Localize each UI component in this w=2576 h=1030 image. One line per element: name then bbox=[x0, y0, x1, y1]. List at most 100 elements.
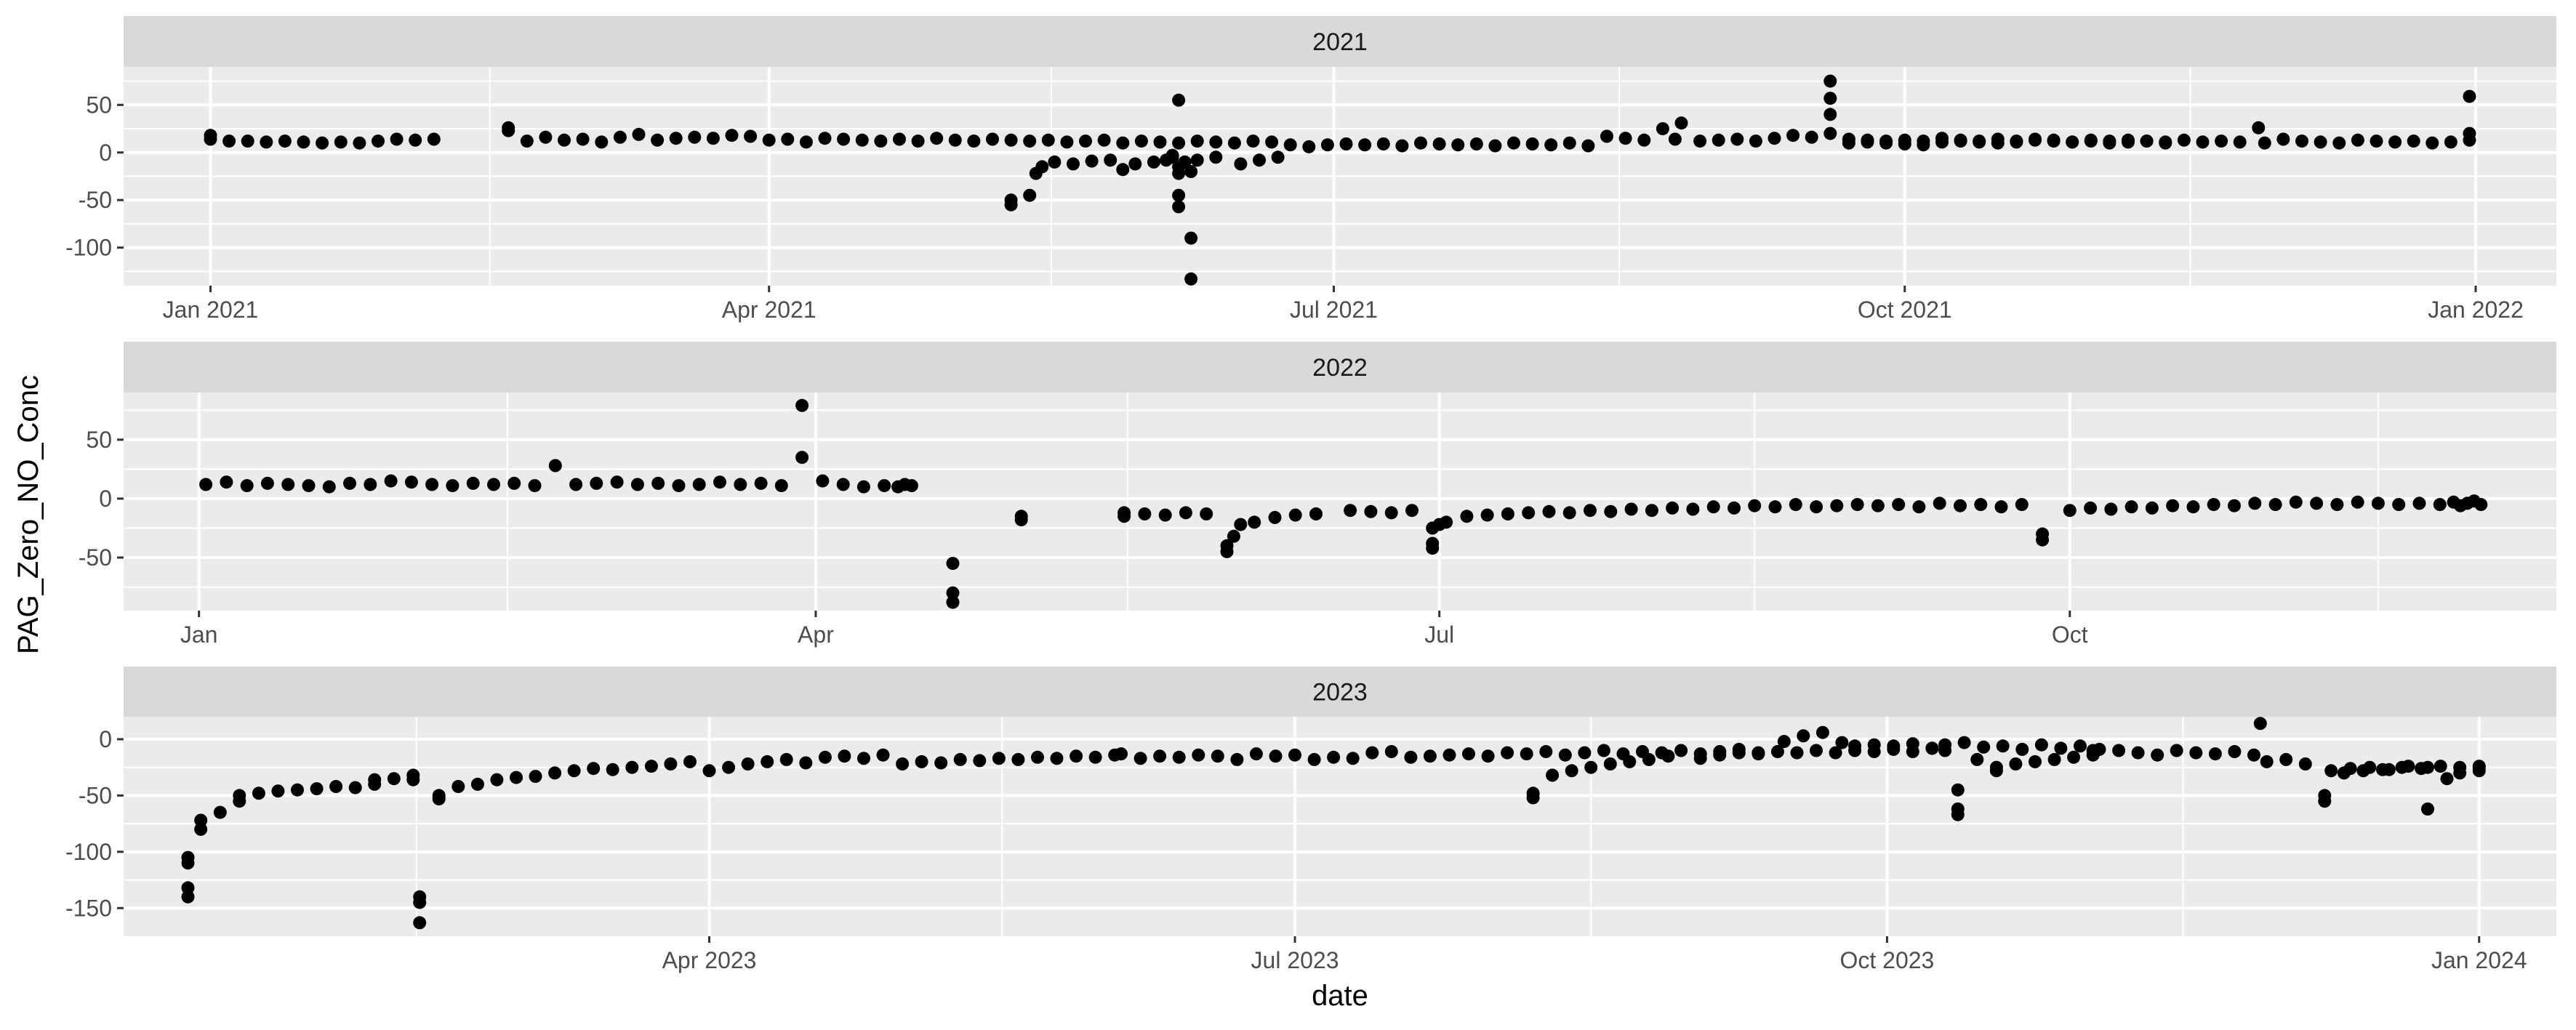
data-point bbox=[1414, 136, 1427, 150]
data-point bbox=[2093, 742, 2106, 756]
facet-strip bbox=[124, 16, 2556, 67]
data-point bbox=[510, 771, 523, 784]
data-point bbox=[2054, 741, 2068, 755]
data-point bbox=[278, 134, 292, 148]
x-tick-label: Jul bbox=[1424, 621, 1454, 648]
data-point bbox=[1268, 510, 1282, 524]
data-point bbox=[1060, 135, 1074, 149]
data-point bbox=[1249, 747, 1263, 761]
data-point bbox=[240, 479, 254, 493]
data-point bbox=[2402, 760, 2415, 773]
data-point bbox=[1713, 748, 1727, 762]
data-point bbox=[2295, 134, 2308, 148]
data-point bbox=[1365, 746, 1379, 760]
data-point bbox=[2124, 500, 2138, 514]
data-point bbox=[651, 476, 665, 490]
data-point bbox=[1887, 739, 1901, 753]
data-point bbox=[1440, 515, 1453, 529]
data-point bbox=[199, 478, 213, 491]
data-point bbox=[1288, 748, 1301, 762]
data-point bbox=[734, 478, 747, 491]
data-point bbox=[520, 134, 534, 148]
x-axis-title: date bbox=[1312, 980, 1368, 1012]
data-point bbox=[1172, 200, 1186, 214]
data-point bbox=[1227, 136, 1241, 150]
data-point bbox=[2279, 752, 2293, 766]
data-point bbox=[2351, 133, 2364, 147]
data-point bbox=[1749, 134, 1762, 148]
data-point bbox=[1041, 133, 1055, 147]
data-point bbox=[194, 813, 208, 827]
data-point bbox=[2444, 135, 2457, 149]
data-point bbox=[1302, 140, 1316, 153]
panel-background bbox=[124, 393, 2556, 611]
data-point bbox=[1265, 135, 1279, 149]
data-point bbox=[1153, 135, 1167, 149]
data-point bbox=[2260, 755, 2274, 768]
data-point bbox=[1768, 132, 1781, 145]
data-point bbox=[470, 777, 484, 791]
data-point bbox=[1184, 165, 1198, 178]
data-points bbox=[204, 74, 2476, 286]
data-point bbox=[2276, 132, 2290, 146]
data-point bbox=[1246, 134, 1260, 148]
data-point bbox=[204, 132, 217, 146]
data-point bbox=[409, 133, 422, 147]
data-point bbox=[1693, 752, 1707, 765]
x-tick-label: Oct bbox=[2052, 621, 2088, 648]
data-point bbox=[413, 890, 427, 904]
data-point bbox=[1829, 746, 1842, 760]
data-point bbox=[779, 752, 793, 766]
data-point bbox=[1520, 747, 1533, 761]
data-point bbox=[1480, 508, 1494, 522]
data-point bbox=[2298, 757, 2312, 771]
data-point bbox=[1192, 748, 1205, 762]
data-point bbox=[2474, 498, 2488, 512]
data-point bbox=[799, 135, 813, 149]
data-point bbox=[799, 756, 813, 770]
data-point bbox=[1917, 138, 1930, 152]
data-point bbox=[1597, 744, 1610, 757]
data-point bbox=[1179, 506, 1192, 520]
data-point bbox=[625, 760, 639, 774]
data-point bbox=[372, 134, 385, 148]
data-point bbox=[946, 586, 960, 600]
data-point bbox=[1384, 745, 1398, 758]
data-point bbox=[1011, 752, 1025, 766]
data-point bbox=[1542, 504, 1556, 518]
data-point bbox=[1991, 136, 2005, 150]
data-point bbox=[1970, 752, 1984, 766]
data-point bbox=[252, 786, 265, 800]
data-point bbox=[1376, 137, 1390, 150]
data-point bbox=[1481, 749, 1495, 763]
data-point bbox=[1603, 757, 1617, 771]
data-point bbox=[2324, 764, 2338, 778]
x-tick-label: Jan bbox=[180, 621, 218, 648]
data-point bbox=[2036, 527, 2050, 541]
data-point bbox=[406, 773, 420, 786]
data-point bbox=[741, 757, 755, 771]
data-point bbox=[2433, 760, 2447, 773]
data-point bbox=[1220, 539, 1234, 552]
data-point bbox=[297, 135, 310, 149]
data-point bbox=[986, 132, 999, 146]
data-point bbox=[2122, 135, 2135, 149]
data-point bbox=[1584, 760, 1598, 774]
data-point bbox=[387, 772, 401, 786]
data-point bbox=[2228, 745, 2242, 758]
data-point bbox=[1996, 739, 2010, 753]
data-point bbox=[1134, 134, 1148, 148]
data-point bbox=[856, 480, 870, 494]
data-point bbox=[2074, 739, 2087, 753]
data-point bbox=[1288, 508, 1302, 522]
data-point bbox=[1031, 750, 1044, 764]
data-point bbox=[1823, 108, 1837, 121]
x-tick-label: Apr 2023 bbox=[662, 947, 757, 973]
data-point bbox=[606, 763, 619, 776]
data-point bbox=[1861, 135, 1874, 149]
data-point bbox=[1184, 231, 1198, 245]
data-point bbox=[1933, 496, 1946, 510]
data-point bbox=[1085, 154, 1099, 168]
data-point bbox=[569, 478, 583, 491]
data-point bbox=[761, 755, 774, 768]
